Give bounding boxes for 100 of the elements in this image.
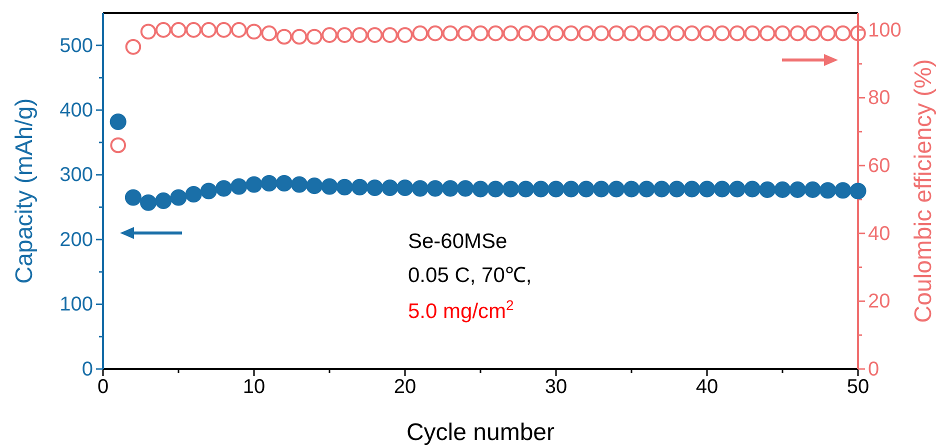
y2-tick-label: 40	[868, 222, 890, 245]
point	[427, 25, 444, 42]
y2-tick-label: 20	[868, 290, 890, 313]
point	[774, 181, 791, 198]
point	[216, 180, 232, 197]
y-tick-label: 300	[60, 164, 93, 186]
point	[125, 39, 142, 55]
x-tick-label: 50	[846, 376, 870, 398]
point	[382, 27, 398, 43]
y-tick-label: 400	[60, 99, 93, 122]
point	[729, 25, 746, 42]
point	[548, 180, 564, 198]
point	[230, 22, 247, 38]
point	[820, 25, 836, 42]
point	[714, 25, 730, 42]
y-tick-label: 200	[60, 228, 93, 251]
point	[488, 25, 504, 42]
point	[728, 180, 746, 198]
point	[216, 22, 232, 38]
x-tick-label: 0	[97, 376, 109, 398]
point	[186, 22, 202, 38]
point	[306, 28, 322, 45]
point	[230, 178, 248, 195]
annotation: Se-60MSe	[408, 230, 508, 253]
point	[532, 180, 550, 198]
point	[684, 25, 700, 42]
point	[790, 25, 806, 42]
point	[457, 25, 474, 42]
point	[170, 22, 186, 38]
y2-tick-label: 0	[868, 358, 880, 380]
annotation: 5.0 mg/cm$^{2}$	[408, 297, 514, 323]
point	[246, 176, 262, 193]
point	[276, 174, 292, 192]
point	[322, 27, 338, 43]
point	[457, 180, 474, 197]
y2-tick-label: 80	[868, 87, 890, 110]
point	[518, 180, 534, 198]
point	[698, 180, 716, 198]
point	[397, 27, 413, 43]
x-tick-label: 30	[544, 376, 568, 398]
point	[261, 25, 278, 42]
point	[170, 189, 187, 206]
point	[306, 178, 323, 194]
point	[804, 181, 821, 198]
point	[442, 180, 459, 197]
point	[502, 180, 519, 198]
point	[744, 25, 760, 42]
y2-tick-label: 100	[868, 19, 902, 42]
point	[518, 25, 534, 42]
point	[110, 137, 126, 154]
point	[336, 178, 353, 196]
point	[578, 25, 594, 42]
point	[487, 180, 504, 198]
x-axis-title: Cycle number	[406, 419, 555, 446]
point	[140, 24, 156, 40]
point	[578, 180, 594, 198]
point	[200, 182, 217, 200]
point	[426, 180, 444, 197]
point	[246, 24, 262, 40]
point	[759, 181, 776, 198]
point	[653, 180, 670, 198]
x-tick-label: 40	[696, 376, 718, 398]
point	[502, 25, 519, 42]
point	[366, 180, 384, 196]
point	[260, 174, 278, 192]
point	[608, 180, 625, 198]
point	[352, 27, 368, 43]
point	[442, 25, 458, 42]
point	[155, 22, 172, 38]
point	[820, 182, 836, 199]
point	[668, 180, 686, 198]
point	[563, 25, 580, 42]
point	[850, 182, 866, 200]
point	[124, 189, 142, 206]
point	[714, 180, 730, 198]
annotation: 0.05 C, 70℃,	[408, 264, 532, 287]
point	[412, 180, 428, 197]
point	[744, 180, 761, 198]
point	[396, 180, 414, 196]
point	[593, 25, 610, 42]
point	[548, 25, 564, 42]
point	[472, 25, 488, 42]
point	[638, 25, 655, 42]
point	[804, 25, 821, 42]
point	[774, 25, 790, 42]
point	[834, 182, 852, 199]
point	[789, 181, 806, 198]
y2-axis-title: Coulombic efficiency (%)	[910, 59, 937, 323]
y-tick-label: 0	[82, 358, 93, 380]
point	[759, 25, 776, 42]
point	[834, 25, 851, 42]
y-axis-title: Capacity (mAh/g)	[11, 98, 38, 284]
point	[638, 180, 655, 198]
point	[624, 25, 640, 42]
point	[623, 180, 640, 198]
point	[532, 25, 549, 42]
point	[382, 180, 398, 196]
point	[366, 27, 383, 43]
x-tick-label: 10	[242, 376, 266, 398]
point	[684, 180, 700, 198]
